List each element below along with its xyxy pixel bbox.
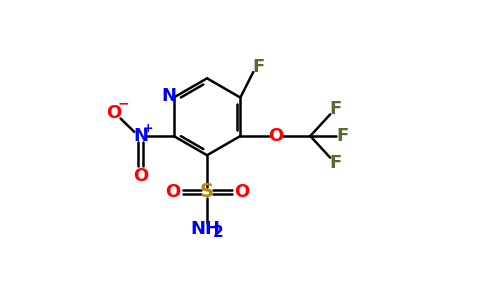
Text: N: N xyxy=(161,87,176,105)
Text: F: F xyxy=(329,154,342,172)
Text: −: − xyxy=(117,96,129,110)
Text: O: O xyxy=(234,183,249,201)
Text: F: F xyxy=(253,58,265,76)
Text: F: F xyxy=(329,100,342,118)
Text: O: O xyxy=(106,103,121,122)
Text: S: S xyxy=(200,182,214,202)
Text: +: + xyxy=(143,122,153,135)
Text: O: O xyxy=(133,167,148,185)
Text: O: O xyxy=(268,127,283,145)
Text: O: O xyxy=(165,183,181,201)
Text: N: N xyxy=(133,127,148,145)
Text: F: F xyxy=(336,127,348,145)
Text: 2: 2 xyxy=(213,225,224,240)
Text: NH: NH xyxy=(190,220,220,238)
